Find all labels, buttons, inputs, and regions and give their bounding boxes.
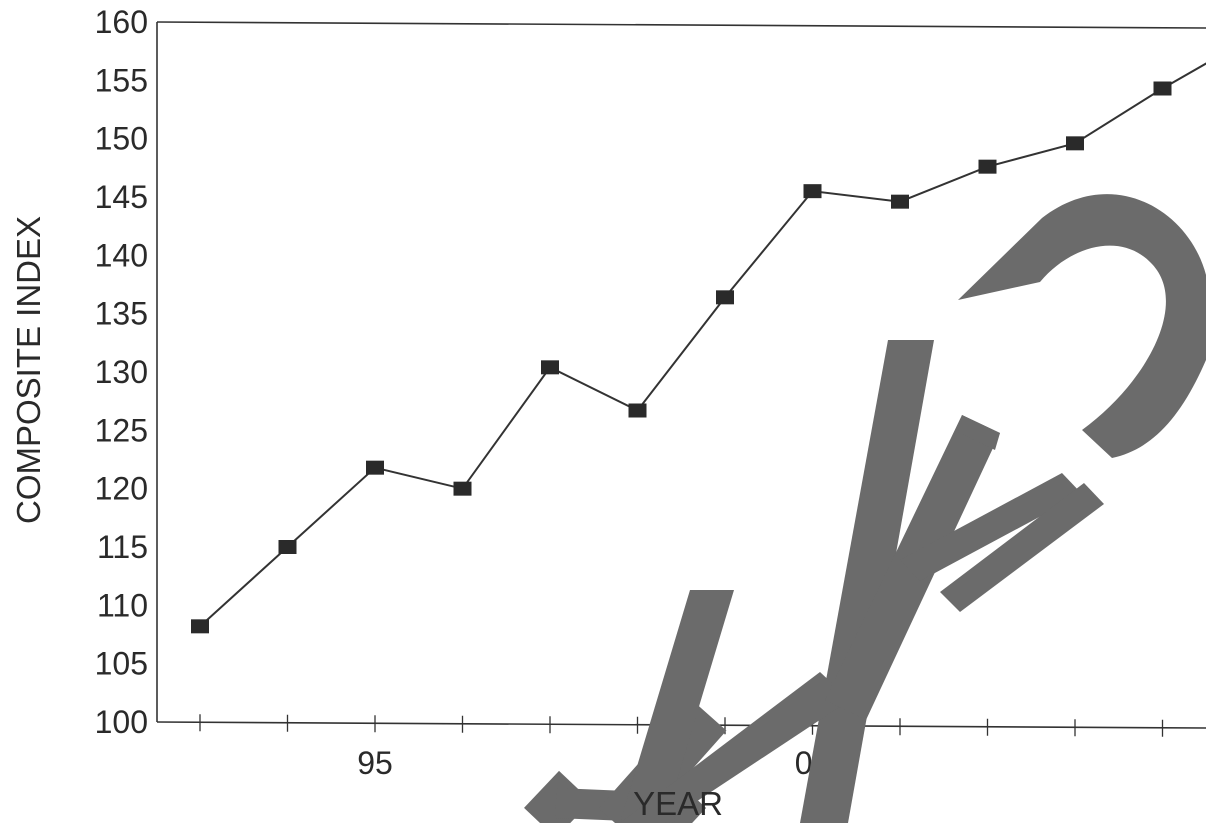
data-point: [978, 159, 997, 174]
watermark-shape: [958, 415, 1000, 450]
archived-watermark: [524, 194, 1206, 823]
y-tick-label: 115: [97, 529, 148, 565]
data-point: [453, 481, 472, 496]
y-tick-label: 150: [95, 121, 148, 157]
x-axis-title: YEAR: [633, 785, 723, 822]
data-point: [541, 360, 559, 375]
watermark-shape: [900, 473, 1082, 581]
y-tick-label: 160: [95, 4, 148, 40]
y-tick-label: 105: [95, 646, 148, 682]
watermark-shape: [940, 483, 1104, 612]
watermark-shape: [620, 672, 850, 823]
data-point: [891, 194, 909, 209]
data-point: [1066, 136, 1084, 151]
data-point: [366, 460, 384, 475]
data-series: [191, 62, 1206, 634]
data-point: [1153, 81, 1172, 96]
frame-top: [156, 21, 1206, 29]
data-point: [803, 184, 822, 199]
watermark-shape: [620, 590, 734, 823]
y-tick-label: 120: [95, 471, 148, 507]
y-tick-label: 110: [97, 587, 148, 623]
y-axis-ticks: 100 105 110 115 120 125 130 135 140 145 150 155 160: [95, 4, 148, 740]
data-point: [191, 619, 209, 634]
y-tick-label: 100: [95, 704, 148, 740]
y-tick-label: 140: [95, 237, 148, 273]
y-tick-label: 135: [95, 296, 148, 332]
y-tick-label: 145: [95, 179, 148, 215]
y-tick-label: 125: [95, 412, 148, 448]
data-point: [716, 290, 734, 305]
y-tick-label: 155: [95, 62, 148, 98]
data-point: [628, 403, 647, 418]
watermark-shape: [958, 194, 1206, 458]
data-point: [278, 540, 297, 554]
y-axis-title: COMPOSITE INDEX: [10, 216, 47, 524]
x-tick-label: 95: [357, 745, 393, 781]
y-tick-label: 130: [95, 354, 148, 390]
